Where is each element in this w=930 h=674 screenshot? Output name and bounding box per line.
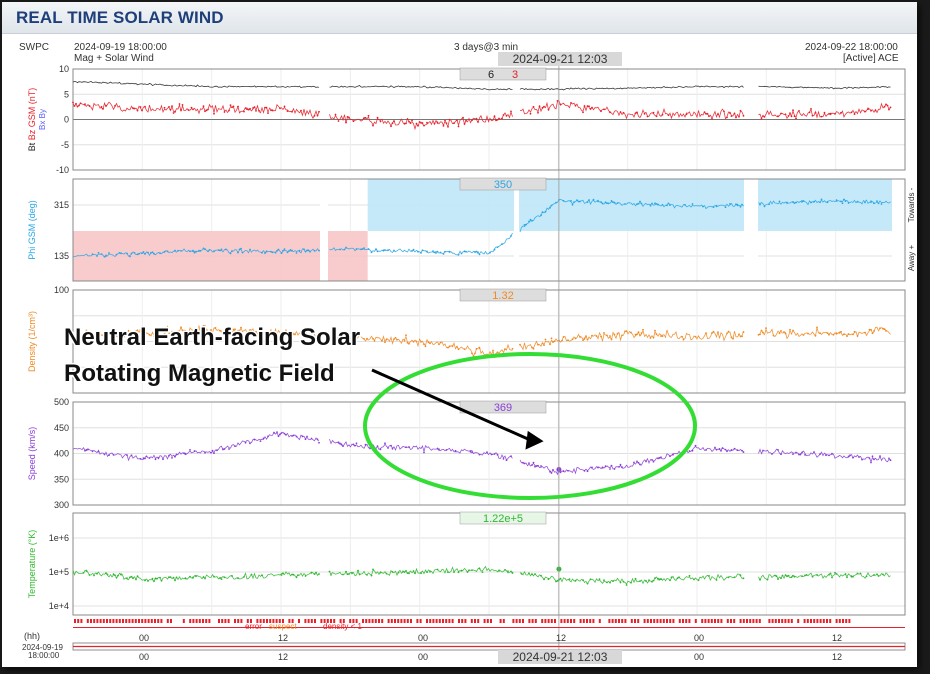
mag-ytick: 5 — [64, 89, 69, 99]
annotation-line-2: Rotating Magnetic Field — [64, 360, 335, 387]
away-band — [73, 231, 368, 281]
hh-label: (hh) — [24, 631, 40, 641]
svg-text:Bx By: Bx By — [38, 109, 47, 130]
phi-ytick: 315 — [54, 200, 69, 210]
data-gap — [744, 179, 758, 281]
x-tick-label-bottom: 00 — [694, 652, 704, 662]
density-ylabel: Density (1/cm³) — [27, 311, 37, 372]
bt-readout: 6 — [488, 69, 494, 81]
speed-ytick: 500 — [54, 397, 69, 407]
mag-ylabel: Bt Bz GSM (nT) Bx By — [27, 88, 47, 152]
duration: 3 days@3 min — [454, 42, 519, 53]
solar-wind-card: REAL TIME SOLAR WIND SWPC 2024-09-19 18:… — [2, 2, 917, 667]
annotation-line-1: Neutral Earth-facing Solar — [64, 324, 360, 351]
towards-label: Towards - — [907, 187, 916, 222]
mag-ytick: -10 — [56, 165, 69, 175]
density-readout: 1.32 — [459, 288, 547, 302]
mag-ytick: 10 — [59, 64, 69, 74]
x-tick-label: 12 — [278, 633, 288, 643]
status-density-label: density < 1 — [323, 622, 362, 631]
cursor-time-bottom-text: 2024-09-21 12:03 — [513, 650, 608, 664]
x-tick-label-bottom: 12 — [832, 652, 842, 662]
title-bar: REAL TIME SOLAR WIND — [2, 2, 917, 34]
data-gap — [514, 179, 519, 281]
status-bar — [73, 619, 905, 628]
phi-series — [72, 198, 891, 258]
phi-ylabel: Phi GSM (deg) — [27, 200, 37, 260]
x-tick-label: 00 — [139, 633, 149, 643]
x-tick-label-bottom: 00 — [139, 652, 149, 662]
temperature-ytick: 1e+5 — [49, 567, 69, 577]
satellite: [Active] ACE — [843, 53, 899, 64]
page-title: REAL TIME SOLAR WIND — [16, 8, 224, 27]
temperature-series — [72, 565, 891, 586]
phi-readout-value: 350 — [494, 179, 512, 191]
speed-ytick: 350 — [54, 474, 69, 484]
temperature-ytick: 1e+4 — [49, 601, 69, 611]
x-tick-label: 00 — [694, 633, 704, 643]
speed-readout: 369 — [459, 400, 547, 414]
status-suspect-label: suspect — [269, 622, 297, 631]
phi-ytick: 135 — [54, 251, 69, 261]
subtitle: Mag + Solar Wind — [74, 53, 154, 64]
cursor-time-top-text: 2024-09-21 12:03 — [513, 52, 608, 66]
x-tick-label-bottom: 00 — [418, 652, 428, 662]
bt-series — [72, 80, 891, 91]
speed-ytick: 450 — [54, 423, 69, 433]
density-ytick: 100 — [54, 285, 69, 295]
mag-ytick: 0 — [64, 115, 69, 125]
x-tick-label-bottom: 12 — [278, 652, 288, 662]
x-tick-label: 12 — [832, 633, 842, 643]
status-error-label: error — [245, 622, 262, 631]
highlight-ellipse — [363, 352, 697, 500]
range-end: 2024-09-22 18:00:00 — [805, 42, 898, 53]
data-gap — [892, 179, 905, 281]
data-gap — [320, 179, 328, 281]
x-tick-label: 12 — [556, 633, 566, 643]
source-label: SWPC — [19, 42, 49, 53]
speed-ytick: 300 — [54, 500, 69, 510]
range-start: 2024-09-19 18:00:00 — [74, 42, 167, 53]
arrow-head — [525, 430, 544, 450]
density-readout-value: 1.32 — [492, 290, 513, 302]
density-series — [72, 324, 891, 359]
cursor-time-bottom: 2024-09-21 12:03 — [498, 650, 622, 664]
bottom-start-date: 2024-09-19 — [22, 643, 63, 652]
speed-series — [72, 431, 892, 476]
annotation-arrow — [371, 368, 529, 441]
bz-series — [72, 100, 892, 131]
bottom-start-time: 18:00:00 — [28, 651, 60, 660]
x-tick-label: 00 — [418, 633, 428, 643]
speed-ytick: 400 — [54, 449, 69, 459]
density-ytick: 1 — [64, 337, 69, 347]
bz-readout: 3 — [512, 69, 518, 81]
temperature-readout: 1.22e+5 — [459, 511, 547, 525]
phi-readout: 350 — [459, 177, 547, 191]
svg-text:Bt Bz GSM (nT): Bt Bz GSM (nT) — [27, 88, 37, 152]
temperature-ytick: 1e+6 — [49, 533, 69, 543]
temperature-readout-value: 1.22e+5 — [483, 513, 523, 525]
speed-readout-value: 369 — [494, 402, 512, 414]
away-label: Away + — [907, 245, 916, 272]
mag-ytick: -5 — [61, 140, 69, 150]
speed-ylabel: Speed (km/s) — [27, 427, 37, 481]
cursor-time-top: 2024-09-21 12:03 — [498, 52, 622, 66]
temperature-ylabel: Temperature (°K) — [27, 530, 37, 599]
